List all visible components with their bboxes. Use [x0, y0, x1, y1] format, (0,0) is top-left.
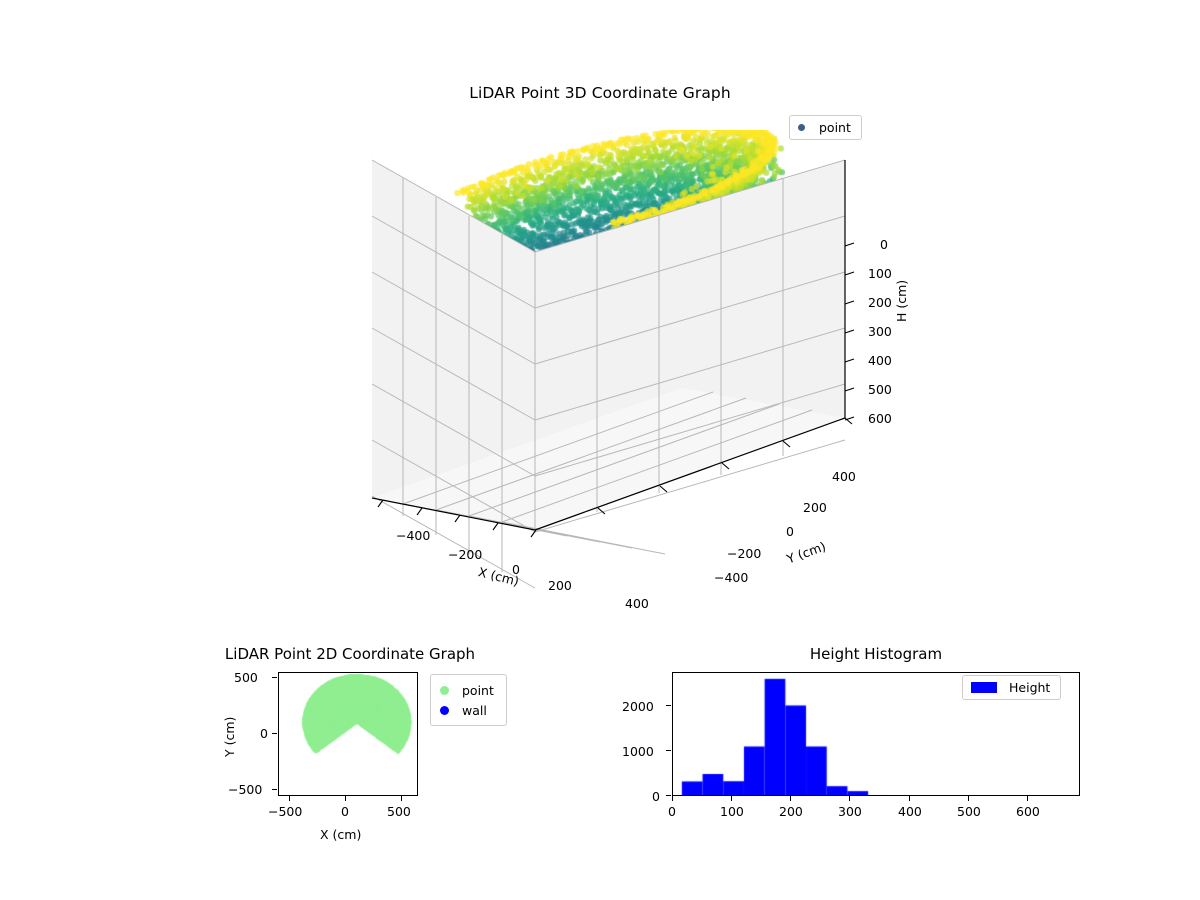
tick-mark-2d-y-0 — [272, 733, 277, 734]
tick-2d-x--500: −500 — [268, 804, 303, 819]
tick-mark-hist-x-600 — [1027, 796, 1028, 801]
tick-z-400: 400 — [868, 353, 892, 368]
tick-hist-x-500: 500 — [957, 804, 981, 819]
tick-x-0: 0 — [512, 562, 520, 577]
tick-mark-hist-x-400 — [909, 796, 910, 801]
chart-hist-legend[interactable]: Height — [962, 675, 1062, 700]
tick-mark-hist-y-2000 — [666, 705, 671, 706]
axis-label-z-3d: H (cm) — [894, 279, 909, 322]
tick-hist-x-300: 300 — [838, 804, 862, 819]
tick-y-0: 0 — [786, 524, 794, 539]
legend-marker-point-2d — [440, 685, 449, 695]
tick-mark-hist-x-0 — [672, 796, 673, 801]
tick-2d-x-500: 500 — [387, 804, 411, 819]
axis-label-x-2d: X (cm) — [320, 827, 362, 842]
chart-2d-legend[interactable]: point wall — [430, 674, 507, 726]
tick-x-200: 200 — [548, 578, 572, 593]
tick-z-0: 0 — [880, 237, 888, 252]
tick-mark-hist-y-1000 — [666, 750, 671, 751]
point-cloud-2d — [279, 673, 417, 795]
tick-hist-x-0: 0 — [668, 804, 676, 819]
tick-hist-x-200: 200 — [779, 804, 803, 819]
tick-x--400: −400 — [396, 528, 431, 543]
chart-3d-title: LiDAR Point 3D Coordinate Graph — [469, 84, 731, 102]
chart-hist-title: Height Histogram — [809, 645, 943, 663]
tick-mark-2d-x--500 — [289, 796, 290, 801]
tick-mark-hist-x-100 — [731, 796, 732, 801]
chart-2d-title: LiDAR Point 2D Coordinate Graph — [224, 645, 476, 663]
tick-mark-hist-y-0 — [666, 795, 671, 796]
tick-2d-y-0: 0 — [260, 726, 268, 741]
tick-hist-y-1000: 1000 — [622, 744, 654, 759]
tick-hist-y-0: 0 — [652, 789, 660, 804]
axis-label-y-2d: Y (cm) — [222, 716, 237, 757]
tick-z-600: 600 — [868, 411, 892, 426]
chart-2d-axes[interactable] — [278, 672, 418, 796]
legend-row-wall[interactable]: wall — [440, 700, 494, 720]
tick-2d-y--500: −500 — [228, 782, 263, 797]
tick-z-300: 300 — [868, 324, 892, 339]
tick-mark-hist-x-200 — [790, 796, 791, 801]
tick-2d-y-500: 500 — [234, 670, 258, 685]
legend-marker-wall — [440, 705, 449, 715]
tick-y-400: 400 — [832, 469, 856, 484]
tick-hist-x-600: 600 — [1016, 804, 1040, 819]
legend-label-point-2d: point — [462, 682, 494, 698]
tick-hist-y-2000: 2000 — [622, 699, 654, 714]
tick-hist-x-400: 400 — [898, 804, 922, 819]
tick-z-100: 100 — [868, 266, 892, 281]
tick-y-200: 200 — [803, 500, 827, 515]
legend-marker-point — [798, 124, 805, 131]
tick-z-200: 200 — [868, 295, 892, 310]
tick-mark-2d-y-500 — [272, 677, 277, 678]
tick-hist-x-100: 100 — [720, 804, 744, 819]
tick-y--400: −400 — [714, 570, 749, 585]
legend-label-height: Height — [1009, 680, 1051, 695]
chart-3d-axes[interactable] — [330, 130, 970, 630]
tick-mark-2d-x-0 — [345, 796, 346, 801]
tick-x--200: −200 — [448, 547, 483, 562]
axes-3d-svg — [371, 159, 855, 589]
tick-mark-hist-x-500 — [968, 796, 969, 801]
tick-y--200: −200 — [727, 546, 762, 561]
tick-x-400: 400 — [625, 596, 649, 611]
tick-mark-2d-y--500 — [272, 789, 277, 790]
tick-mark-2d-x-500 — [401, 796, 402, 801]
legend-label-wall: wall — [462, 702, 487, 718]
legend-row-point[interactable]: point — [440, 680, 494, 700]
tick-mark-hist-x-300 — [849, 796, 850, 801]
tick-2d-x-0: 0 — [341, 804, 349, 819]
tick-z-500: 500 — [868, 382, 892, 397]
legend-patch-height — [971, 682, 997, 693]
